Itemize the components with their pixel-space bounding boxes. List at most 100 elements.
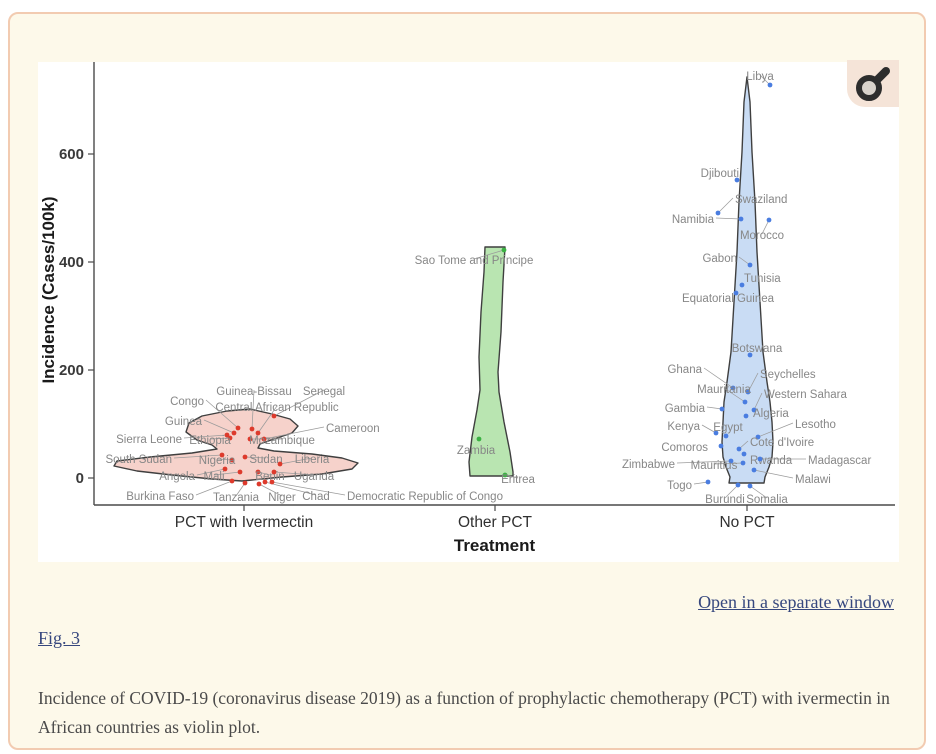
x-tick-label-other-pct: Other PCT	[458, 514, 533, 531]
leader-chad	[264, 481, 317, 496]
leader-guinea	[203, 419, 235, 434]
leader-burundi	[724, 484, 739, 499]
point-mauritius	[740, 460, 746, 466]
leader-niger	[258, 483, 283, 497]
country-label-seychelles: Seychelles	[760, 369, 816, 381]
point-sao-tome-and-principe	[501, 247, 507, 253]
country-label-tunisia: Tunisia	[744, 273, 781, 285]
point-zambia	[476, 436, 482, 442]
point-angola	[222, 466, 228, 472]
point-algeria	[743, 413, 749, 419]
country-label-zambia: Zambia	[457, 445, 496, 457]
country-label-algeria: Algeria	[753, 408, 789, 420]
leader-sudan	[244, 456, 267, 459]
magnifier-icon	[856, 66, 890, 101]
point-namibia	[738, 216, 744, 222]
leader-central-african-republic	[257, 405, 278, 434]
leader-sao-tome-and-principe	[473, 249, 505, 260]
country-label-equatorial-guinea: Equatorial Guinea	[682, 293, 775, 305]
country-label-western-sahara: Western Sahara	[764, 389, 847, 401]
leader-swaziland	[717, 197, 734, 214]
leader-gambia	[706, 406, 723, 410]
x-axis-title: Treatment	[454, 536, 536, 555]
country-label-morocco: Morocco	[740, 230, 784, 242]
country-label-guinea: Guinea	[165, 416, 203, 428]
country-label-swaziland: Swaziland	[735, 194, 787, 206]
leader-south-sudan	[173, 454, 223, 459]
country-label-sao-tome-and-principe: Sao Tome and Principe	[415, 255, 534, 267]
country-label-democratic-republic-of-congo: Democratic Republic of Congo	[347, 491, 503, 503]
country-label-lesotho: Lesotho	[795, 419, 836, 431]
point-nigeria	[229, 457, 235, 463]
leader-liberia	[279, 457, 313, 465]
country-label-mali: Mali	[203, 471, 224, 483]
leader-somalia	[749, 485, 768, 499]
country-label-chad: Chad	[302, 491, 330, 503]
country-label-congo: Congo	[170, 396, 204, 408]
country-label-senegal: Senegal	[303, 386, 345, 398]
point-mauritania	[742, 399, 748, 405]
country-label-liberia: Liberia	[295, 454, 330, 466]
country-label-namibia: Namibia	[672, 214, 715, 226]
country-label-malawi: Malawi	[795, 474, 831, 486]
x-tick-label-pct-with-ivermectin: PCT with Ivermectin	[175, 514, 313, 531]
point-central-african-republic	[255, 430, 261, 436]
point-seychelles	[745, 389, 751, 395]
country-label-djibouti: Djibouti	[701, 168, 739, 180]
point-botswana	[747, 352, 753, 358]
figure-caption: Incidence of COVID-19 (coronavirus disea…	[38, 687, 890, 737]
country-label-cote-d-ivoire: Cote d'Ivoire	[750, 437, 814, 449]
point-malawi	[751, 467, 757, 473]
country-label-rwanda: Rwanda	[750, 455, 793, 467]
country-label-tanzania: Tanzania	[213, 492, 260, 504]
violin-pct-with-ivermectin	[113, 408, 359, 482]
point-niger	[256, 481, 262, 487]
country-label-ethiopia: Ethiopia	[189, 435, 231, 447]
point-eritrea	[502, 472, 508, 478]
point-democratic-republic-of-congo	[269, 479, 275, 485]
point-benin	[255, 469, 261, 475]
country-label-somalia: Somalia	[746, 494, 788, 506]
y-tick-label: 600	[59, 146, 84, 163]
leader-seychelles	[747, 372, 759, 393]
point-zimbabwe	[728, 458, 734, 464]
leader-congo	[205, 399, 239, 429]
point-cote-d-ivoire	[736, 446, 742, 452]
leader-ethiopia	[209, 437, 231, 440]
country-label-kenya: Kenya	[667, 421, 700, 433]
point-uganda	[271, 469, 277, 475]
leader-tanzania	[235, 482, 246, 497]
violin-chart: 0 200 400 600 PCT with Ivermectin Other PCT No…	[39, 62, 895, 555]
figure-image[interactable]: 0 200 400 600 PCT with Ivermectin Other PCT No…	[38, 60, 899, 562]
y-tick-label: 0	[76, 470, 84, 487]
point-liberia	[277, 461, 283, 467]
leader-ghana	[703, 367, 734, 389]
country-label-benin: Benin	[255, 471, 284, 483]
country-label-burundi: Burundi	[705, 494, 745, 506]
open-separate-window-link[interactable]: Open in a separate window	[698, 592, 894, 612]
figure-zoom-button[interactable]	[847, 60, 899, 107]
point-lesotho	[755, 434, 761, 440]
country-label-libya: Libya	[746, 71, 774, 83]
point-ethiopia	[227, 435, 233, 441]
leader-angola	[196, 468, 226, 476]
leader-mauritius	[713, 462, 744, 465]
leader-western-sahara	[753, 392, 763, 411]
point-somalia	[747, 483, 753, 489]
country-label-sierra-leone: Sierra Leone	[116, 434, 182, 446]
violin-other-pct	[468, 246, 514, 477]
fig-3-link[interactable]: Fig. 3	[38, 628, 81, 648]
point-congo	[235, 425, 241, 431]
point-sierra-leone	[224, 432, 230, 438]
point-cameroon	[261, 436, 267, 442]
point-western-sahara	[751, 407, 757, 413]
country-label-sudan: Sudan	[249, 454, 282, 466]
leader-cameroon	[263, 426, 325, 440]
point-tanzania	[242, 480, 248, 486]
point-guinea	[231, 430, 237, 436]
country-label-botswana: Botswana	[732, 343, 783, 355]
country-label-cameroon: Cameroon	[326, 423, 380, 435]
country-label-uganda: Uganda	[294, 471, 335, 483]
leader-kenya	[701, 424, 717, 434]
country-label-angola: Angola	[159, 471, 195, 483]
